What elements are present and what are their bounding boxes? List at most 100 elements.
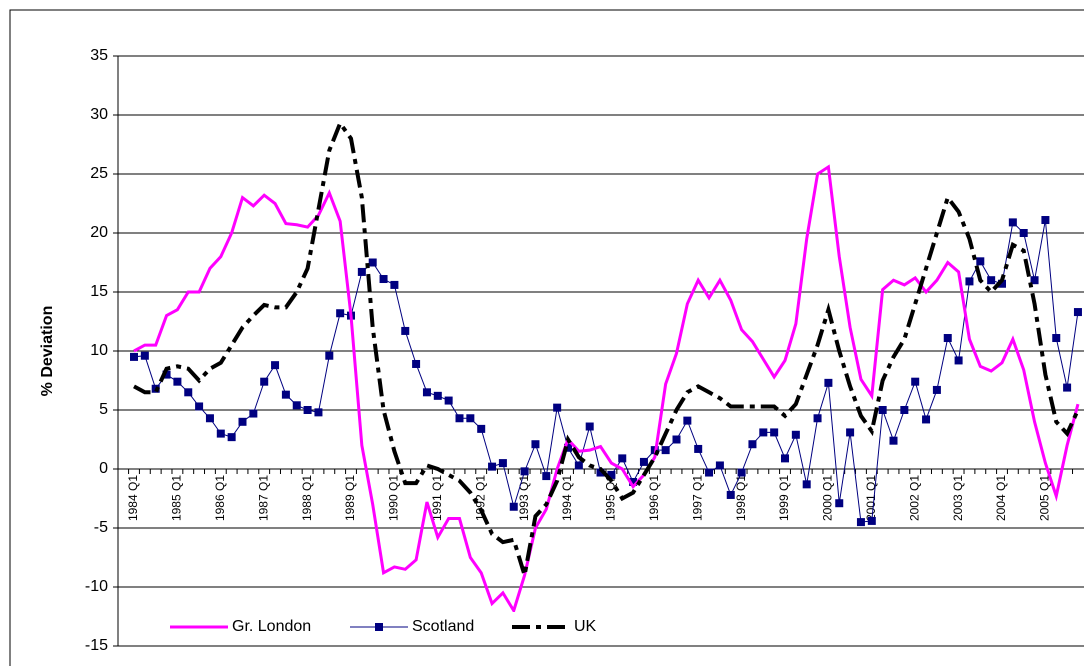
point xyxy=(205,414,214,423)
legend-label: Gr. London xyxy=(232,618,311,635)
point xyxy=(932,385,941,394)
point xyxy=(444,396,453,405)
point xyxy=(455,414,464,423)
point xyxy=(672,435,681,444)
y-tick-label: -10 xyxy=(85,578,108,595)
point xyxy=(835,499,844,508)
point xyxy=(889,436,898,445)
point xyxy=(781,454,789,463)
point xyxy=(770,428,779,437)
y-tick-label: -5 xyxy=(94,519,108,536)
point xyxy=(737,468,746,477)
point xyxy=(488,462,497,471)
point xyxy=(878,406,887,414)
y-tick-label: 30 xyxy=(90,106,108,123)
point xyxy=(574,461,583,470)
y-tick-label: 10 xyxy=(90,342,108,359)
y-tick-label: 0 xyxy=(99,460,108,477)
point xyxy=(943,334,952,343)
point xyxy=(357,267,366,276)
x-tick-label: 1986 Q1 xyxy=(213,475,227,521)
legend-marker xyxy=(375,623,383,631)
point xyxy=(564,443,572,452)
point xyxy=(911,377,920,386)
point xyxy=(271,361,280,370)
x-tick-label: 2001 Q1 xyxy=(864,475,878,521)
point xyxy=(618,454,627,463)
point xyxy=(227,433,236,442)
point xyxy=(1008,218,1017,227)
point xyxy=(314,408,323,417)
x-tick-label: 2003 Q1 xyxy=(951,475,965,521)
point xyxy=(802,480,811,489)
x-tick-label: 1990 Q1 xyxy=(387,475,401,521)
point xyxy=(238,417,247,426)
x-tick-label: 1988 Q1 xyxy=(300,475,314,521)
point xyxy=(325,351,334,360)
x-tick-label: 1991 Q1 xyxy=(430,475,444,521)
point xyxy=(748,440,757,449)
point xyxy=(292,401,301,410)
point xyxy=(422,388,431,397)
point xyxy=(596,468,605,477)
y-axis-label: % Deviation xyxy=(39,306,56,397)
point xyxy=(846,428,855,437)
point xyxy=(856,518,865,527)
x-tick-label: 1994 Q1 xyxy=(560,475,574,521)
point xyxy=(1063,383,1072,392)
point xyxy=(477,424,486,433)
x-tick-label: 1987 Q1 xyxy=(256,475,270,521)
point xyxy=(184,388,193,397)
point xyxy=(1019,229,1028,237)
y-tick-label: 15 xyxy=(90,283,108,300)
point xyxy=(791,430,800,439)
x-tick-label: 1998 Q1 xyxy=(734,475,748,521)
point xyxy=(140,351,149,360)
point xyxy=(466,414,475,423)
point xyxy=(715,461,724,470)
point xyxy=(249,409,258,418)
point xyxy=(531,440,540,449)
point xyxy=(390,280,399,289)
point xyxy=(824,378,833,387)
point xyxy=(607,470,616,479)
point xyxy=(683,416,692,425)
point xyxy=(965,277,974,286)
point xyxy=(629,477,638,486)
point xyxy=(412,359,421,368)
point xyxy=(260,377,269,386)
series-line xyxy=(133,119,1080,576)
point xyxy=(433,391,442,400)
point xyxy=(998,279,1006,288)
x-tick-label: 1997 Q1 xyxy=(690,475,704,521)
point xyxy=(195,402,204,411)
y-tick-label: -15 xyxy=(85,637,108,654)
x-tick-label: 1992 Q1 xyxy=(473,475,487,521)
point xyxy=(987,276,996,285)
point xyxy=(976,257,985,266)
point xyxy=(705,468,714,477)
y-tick-label: 35 xyxy=(90,47,108,64)
point xyxy=(216,429,225,438)
point xyxy=(379,275,388,284)
point xyxy=(368,258,377,267)
x-tick-label: 1989 Q1 xyxy=(343,475,357,521)
point xyxy=(759,428,768,437)
x-tick-label: 2000 Q1 xyxy=(821,475,835,521)
point xyxy=(553,403,562,412)
x-tick-label: 1993 Q1 xyxy=(517,475,531,521)
x-tick-label: 2002 Q1 xyxy=(907,475,921,521)
point xyxy=(900,406,909,414)
point xyxy=(639,457,648,466)
x-tick-label: 2004 Q1 xyxy=(994,475,1008,521)
y-tick-label: 25 xyxy=(90,165,108,182)
point xyxy=(1030,276,1039,285)
y-tick-label: 5 xyxy=(99,401,108,418)
point xyxy=(509,502,518,511)
point xyxy=(162,370,171,379)
point xyxy=(401,326,410,335)
point xyxy=(954,356,963,365)
point xyxy=(281,390,290,399)
point xyxy=(867,516,876,525)
